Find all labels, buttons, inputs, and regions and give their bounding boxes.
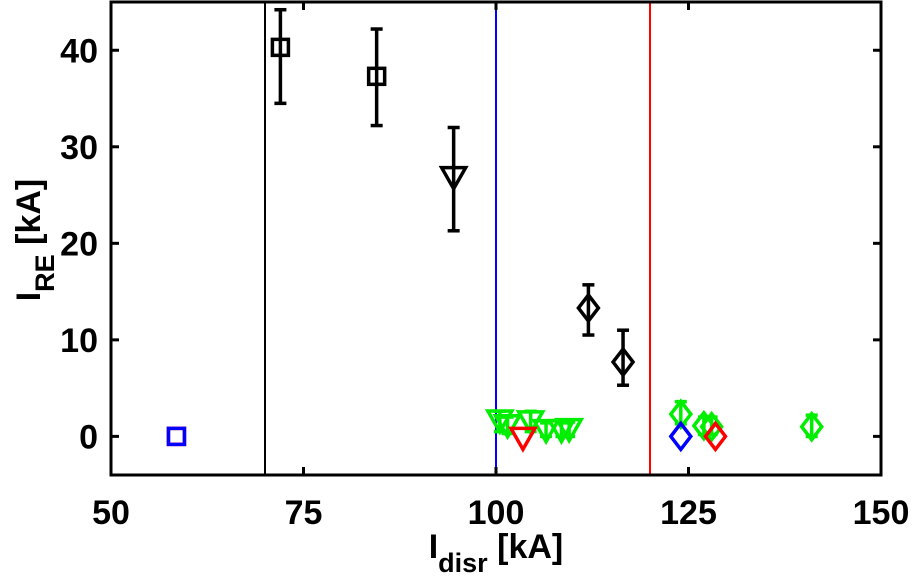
y-tick-label: 40 [60,32,98,70]
x-tick-labels: 50 75 100 125 150 [92,494,909,532]
x-tick-label: 150 [853,494,910,532]
square-marker [366,66,387,87]
y-tick-label: 30 [60,129,98,167]
diamond-marker [703,420,728,453]
data-points [166,7,824,453]
triangle-down-marker [554,417,585,445]
square-marker [166,426,187,447]
x-tick-label: 125 [660,494,717,532]
square-marker [270,37,291,58]
y-tick-labels: 0 10 20 30 40 [60,32,98,456]
square-marker [166,426,187,447]
x-tick-label: 50 [92,494,130,532]
y-axis-label-unit: [kA] [10,179,48,255]
triangle-down-marker [507,426,538,453]
x-axis-label-unit: [kA] [488,528,564,566]
y-axis-label-sub: RE [30,254,60,292]
y-axis-label-main: I [10,292,48,301]
triangle-down-marker [438,165,469,193]
x-axis-label: Idisr [kA] [429,528,564,578]
x-tick-label: 75 [285,494,323,532]
diamond-marker [610,346,636,378]
x-axis-label-main: I [429,528,438,566]
triangle-down-marker [531,418,562,446]
y-tick-label: 0 [79,418,98,456]
diamond-marker [576,292,601,324]
diamond-marker [699,410,724,443]
reference-lines [264,2,651,475]
y-tick-label: 10 [60,322,98,360]
diamond-marker [668,398,694,431]
plot-frame [109,0,883,477]
triangle-down-marker [492,414,523,441]
y-axis-label: IRE [kA] [10,179,60,302]
diamond-marker [799,410,824,443]
x-axis-label-sub: disr [438,548,488,578]
x-tick-label: 100 [468,494,525,532]
diamond-marker [668,420,694,453]
y-tick-label: 20 [60,225,98,263]
